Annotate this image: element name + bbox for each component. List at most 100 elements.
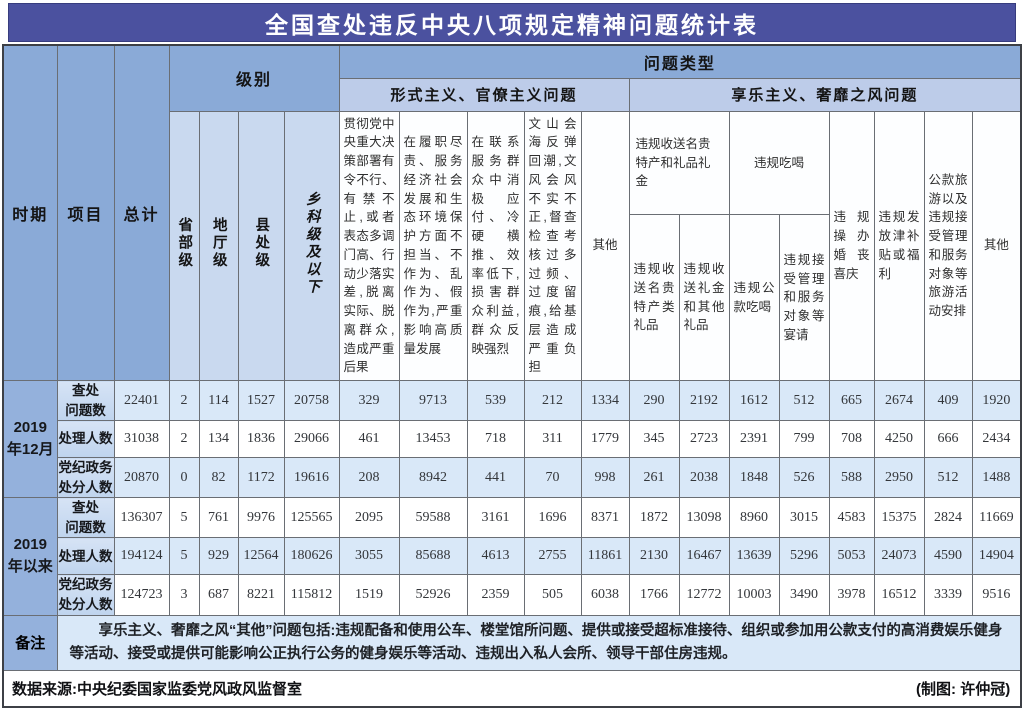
item-label-cell: 党纪政务 处分人数 bbox=[56, 457, 115, 499]
data-cell: 3055 bbox=[338, 537, 400, 576]
data-cell: 8960 bbox=[728, 497, 780, 539]
page-title: 全国查处违反中央八项规定精神问题统计表 bbox=[8, 3, 1016, 42]
data-cell: 1612 bbox=[728, 379, 780, 422]
data-cell: 11669 bbox=[971, 497, 1022, 539]
data-cell: 505 bbox=[523, 574, 582, 616]
footer-bar: 数据来源:中央纪委国家监委党风政风监督室 (制图: 许仲冠) bbox=[4, 678, 1020, 699]
data-cell: 70 bbox=[523, 457, 582, 499]
data-cell: 311 bbox=[523, 420, 582, 459]
table-row: 党纪政务 处分人数 20870 0 82 1172 19616 208 8942 441 70 99… bbox=[3, 457, 1022, 499]
data-cell: 8371 bbox=[580, 497, 630, 539]
data-cell: 998 bbox=[580, 457, 630, 499]
footer-row: 数据来源:中央纪委国家监委党风政风监督室 (制图: 许仲冠) bbox=[2, 669, 1022, 708]
data-cell: 12772 bbox=[678, 574, 730, 616]
data-cell: 2 bbox=[168, 379, 200, 422]
data-cell: 4583 bbox=[828, 497, 875, 539]
credit-text: (制图: 许仲冠) bbox=[916, 681, 1011, 699]
data-cell: 8942 bbox=[398, 457, 468, 499]
col-group-problem-type: 问题类型 bbox=[338, 44, 1022, 79]
data-cell: 3978 bbox=[828, 574, 875, 616]
data-cell: 11861 bbox=[580, 537, 630, 576]
table-header: 时期 项目 总计 级别 问题类型 形式主义、官僚主义问题 享乐主义、奢靡之风问题… bbox=[2, 44, 1022, 381]
period-cell: 2019 年以来 bbox=[2, 497, 58, 616]
data-cell: 290 bbox=[628, 379, 680, 422]
col-header-dining-2: 违规接受管理和服务对象等宴请 bbox=[778, 214, 830, 381]
item-label-cell: 党纪政务 处分人数 bbox=[56, 574, 115, 616]
data-cell: 31038 bbox=[113, 420, 170, 459]
data-cell: 666 bbox=[923, 420, 973, 459]
data-cell: 0 bbox=[168, 457, 200, 499]
data-cell: 3490 bbox=[778, 574, 830, 616]
item-label-cell: 处理人数 bbox=[56, 420, 115, 459]
col-header-formalism-1: 贯彻党中央重大决策部署有令不行、有禁不止,或者表态多调门高、行动少落实差,脱离实… bbox=[338, 110, 400, 381]
data-cell: 82 bbox=[198, 457, 239, 499]
table-row: 2019 年12月 查处 问题数 22401 2 114 1527 20758 329 9713… bbox=[2, 379, 1022, 499]
col-header-gifts-1: 违规收送名贵特产类礼品 bbox=[628, 214, 680, 381]
col-header-dining-1: 违规公款吃喝 bbox=[728, 214, 780, 381]
statistics-table: 时期 项目 总计 级别 问题类型 形式主义、官僚主义问题 享乐主义、奢靡之风问题… bbox=[2, 44, 1023, 708]
vertical-label: 乡科级及以下 bbox=[303, 190, 320, 296]
data-cell: 5296 bbox=[778, 537, 830, 576]
data-cell: 24073 bbox=[873, 537, 925, 576]
col-header-allowances: 违规发放津补贴或福利 bbox=[873, 110, 925, 381]
col-header-total: 总计 bbox=[113, 44, 170, 381]
data-cell: 3339 bbox=[923, 574, 973, 616]
data-cell: 8221 bbox=[237, 574, 285, 616]
data-cell: 526 bbox=[778, 457, 830, 499]
data-cell: 409 bbox=[923, 379, 973, 422]
data-cell: 13453 bbox=[398, 420, 468, 459]
col-group-dining: 违规吃喝 bbox=[728, 110, 830, 216]
data-cell: 3 bbox=[168, 574, 200, 616]
data-cell: 2095 bbox=[338, 497, 400, 539]
data-cell: 2391 bbox=[728, 420, 780, 459]
footer-cell: 数据来源:中央纪委国家监委党风政风监督室 (制图: 许仲冠) bbox=[2, 669, 1022, 708]
data-cell: 4613 bbox=[466, 537, 525, 576]
col-header-travel: 公款旅游以及违规接受管理和服务对象等旅游活动安排 bbox=[923, 110, 973, 381]
col-header-item: 项目 bbox=[56, 44, 115, 381]
data-cell: 134 bbox=[198, 420, 239, 459]
col-header-level-township: 乡科级及以下 bbox=[283, 110, 340, 381]
data-cell: 20758 bbox=[283, 379, 340, 422]
data-cell: 441 bbox=[466, 457, 525, 499]
data-cell: 929 bbox=[198, 537, 239, 576]
data-cell: 16512 bbox=[873, 574, 925, 616]
col-header-formalism-3: 在联系服务群众中消极应付、冷硬横推、效率低下,损害群众利益,群众反映强烈 bbox=[466, 110, 525, 381]
data-cell: 9516 bbox=[971, 574, 1022, 616]
data-cell: 512 bbox=[923, 457, 973, 499]
data-cell: 180626 bbox=[283, 537, 340, 576]
data-source-text: 数据来源:中央纪委国家监委党风政风监督室 bbox=[12, 681, 302, 699]
data-cell: 14904 bbox=[971, 537, 1022, 576]
data-cell: 15375 bbox=[873, 497, 925, 539]
data-cell: 22401 bbox=[113, 379, 170, 422]
data-cell: 1872 bbox=[628, 497, 680, 539]
header-row-1: 时期 项目 总计 级别 问题类型 bbox=[2, 44, 1022, 381]
item-label-cell: 查处 问题数 bbox=[56, 497, 115, 539]
data-cell: 5 bbox=[168, 537, 200, 576]
data-cell: 2755 bbox=[523, 537, 582, 576]
col-header-level-provincial: 省部级 bbox=[168, 110, 200, 381]
data-cell: 194124 bbox=[113, 537, 170, 576]
data-cell: 1334 bbox=[580, 379, 630, 422]
data-cell: 114 bbox=[198, 379, 239, 422]
data-cell: 2130 bbox=[628, 537, 680, 576]
col-header-period: 时期 bbox=[2, 44, 58, 381]
data-cell: 124723 bbox=[113, 574, 170, 616]
col-header-level-county: 县处级 bbox=[237, 110, 285, 381]
item-label-cell: 处理人数 bbox=[56, 537, 115, 576]
data-cell: 665 bbox=[828, 379, 875, 422]
data-cell: 2434 bbox=[971, 420, 1022, 459]
data-cell: 125565 bbox=[283, 497, 340, 539]
data-cell: 1696 bbox=[523, 497, 582, 539]
data-cell: 1527 bbox=[237, 379, 285, 422]
vertical-label: 省部级 bbox=[176, 217, 193, 270]
data-cell: 588 bbox=[828, 457, 875, 499]
data-cell: 2674 bbox=[873, 379, 925, 422]
vertical-label: 地厅级 bbox=[210, 217, 227, 270]
data-cell: 5053 bbox=[828, 537, 875, 576]
table-row: 处理人数 31038 2 134 1836 29066 461 13453 718 311 1779… bbox=[3, 420, 1022, 459]
data-cell: 3015 bbox=[778, 497, 830, 539]
data-cell: 16467 bbox=[678, 537, 730, 576]
data-cell: 85688 bbox=[398, 537, 468, 576]
remarks-text: 享乐主义、奢靡之风“其他”问题包括:违规配备和使用公车、楼堂馆所问题、提供或接受… bbox=[56, 614, 1022, 671]
